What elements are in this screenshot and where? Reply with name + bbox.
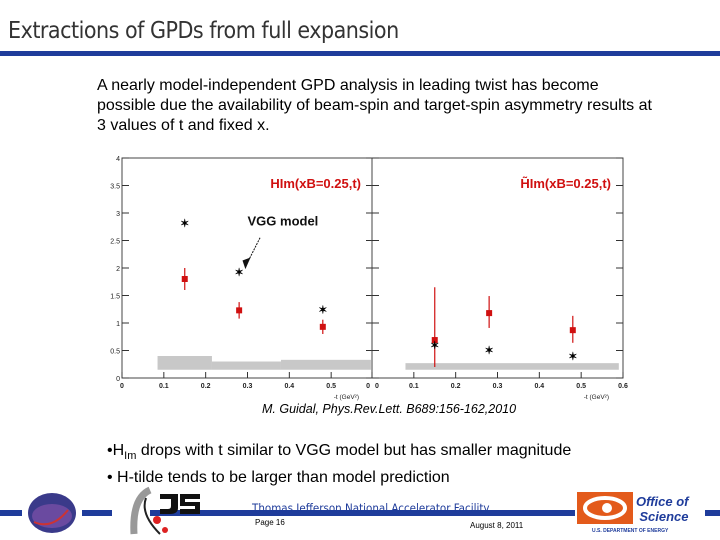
bullet-list: •HIm drops with t similar to VGG model b… (107, 440, 571, 488)
title-divider (0, 51, 720, 56)
y-tick-label: 1 (116, 321, 120, 328)
x-tick-label: 0 (375, 383, 379, 390)
y-tick-label: 1.5 (110, 294, 120, 301)
y-tick-label: 2 (116, 266, 120, 273)
x-tick-label: 0.2 (201, 383, 211, 390)
nuclear-physics-logo (28, 493, 76, 533)
bullet-1-post: drops with t similar to VGG model but ha… (136, 442, 572, 459)
intro-text: A nearly model-independent GPD analysis … (97, 77, 652, 134)
x-axis-label: -t (GeV²) (334, 394, 359, 401)
x-tick-label: 0.1 (409, 383, 419, 390)
bullet-1: •HIm drops with t similar to VGG model b… (107, 440, 571, 467)
doe-label: U.S. DEPARTMENT OF ENERGY (592, 528, 669, 534)
y-tick-label: 0 (116, 376, 120, 383)
x-tick-label: 0.2 (451, 383, 461, 390)
bullet-1-pre: •H (107, 442, 125, 459)
page-number: Page 16 (255, 518, 285, 527)
data-point (236, 307, 243, 314)
x-tick-label: 0.5 (326, 383, 336, 390)
vgg-model-point: ✶ (568, 351, 577, 363)
oos-line1: Office of (636, 494, 689, 509)
footer-line (0, 510, 22, 516)
x-axis-label: -t (GeV²) (584, 394, 609, 401)
y-tick-label: 3 (116, 211, 120, 218)
vgg-model-point: ✶ (318, 304, 327, 316)
oos-line2: Science (639, 509, 689, 524)
y-tick-label: 2.5 (110, 239, 120, 246)
x-tick-label: 0.3 (493, 383, 503, 390)
gpd-chart: 0 0.1 0.2 0.3 0.4 0.5 000.511.522.533.54-t (Ge… (110, 156, 628, 401)
systematic-band (280, 359, 371, 370)
y-tick-label: 0.5 (110, 349, 120, 356)
data-point (486, 310, 493, 317)
x-tick-label: 0.5 (576, 383, 586, 390)
jsa-logo (130, 486, 200, 535)
x-tick-label: 0.1 (159, 383, 169, 390)
vgg-annotation: VGG model (248, 214, 319, 229)
x-tick-label: 0 (366, 383, 370, 390)
x-tick-label: 0.6 (618, 383, 628, 390)
x-tick-label: 0.4 (534, 383, 544, 390)
vgg-model-point: ✶ (485, 345, 494, 357)
x-tick-label: 0.4 (284, 383, 294, 390)
panel-title: H̃Im(xB=0.25,t) (520, 176, 611, 191)
annotation-arrow (247, 237, 261, 263)
y-tick-label: 4 (116, 156, 120, 163)
plot-frame (121, 157, 374, 379)
lab-name: Thomas Jefferson National Accelerator Fa… (252, 501, 490, 515)
data-point (181, 276, 188, 282)
date: August 8, 2011 (470, 521, 524, 530)
office-of-science-text: Office of Science (636, 494, 689, 524)
plot-frame (371, 157, 624, 379)
bullet-1-sub: Im (124, 450, 137, 463)
x-tick-label: 0.3 (243, 383, 253, 390)
panel-title: HIm(xB=0.25,t) (270, 176, 361, 191)
systematic-band (157, 356, 212, 370)
vgg-model-point: ✶ (235, 267, 244, 279)
data-point (569, 327, 576, 334)
footer-line (150, 510, 575, 516)
citation: M. Guidal, Phys.Rev.Lett. B689:156-162,2… (262, 402, 517, 416)
data-point (431, 337, 438, 344)
systematic-band (405, 363, 619, 370)
data-point (319, 323, 326, 330)
footer-line (82, 510, 112, 516)
x-tick-label: 0 (120, 383, 124, 390)
office-of-science-emblem (577, 492, 633, 524)
systematic-band (211, 361, 281, 370)
vgg-model-point: ✶ (180, 218, 189, 230)
bullet-2: • H-tilde tends to be larger than model … (107, 469, 450, 487)
vgg-model-point: ✶ (430, 340, 439, 352)
arrow-head (242, 257, 251, 270)
slide-title: Extractions of GPDs from full expansion (8, 18, 399, 44)
y-tick-label: 3.5 (110, 184, 120, 191)
footer-line (705, 510, 720, 516)
